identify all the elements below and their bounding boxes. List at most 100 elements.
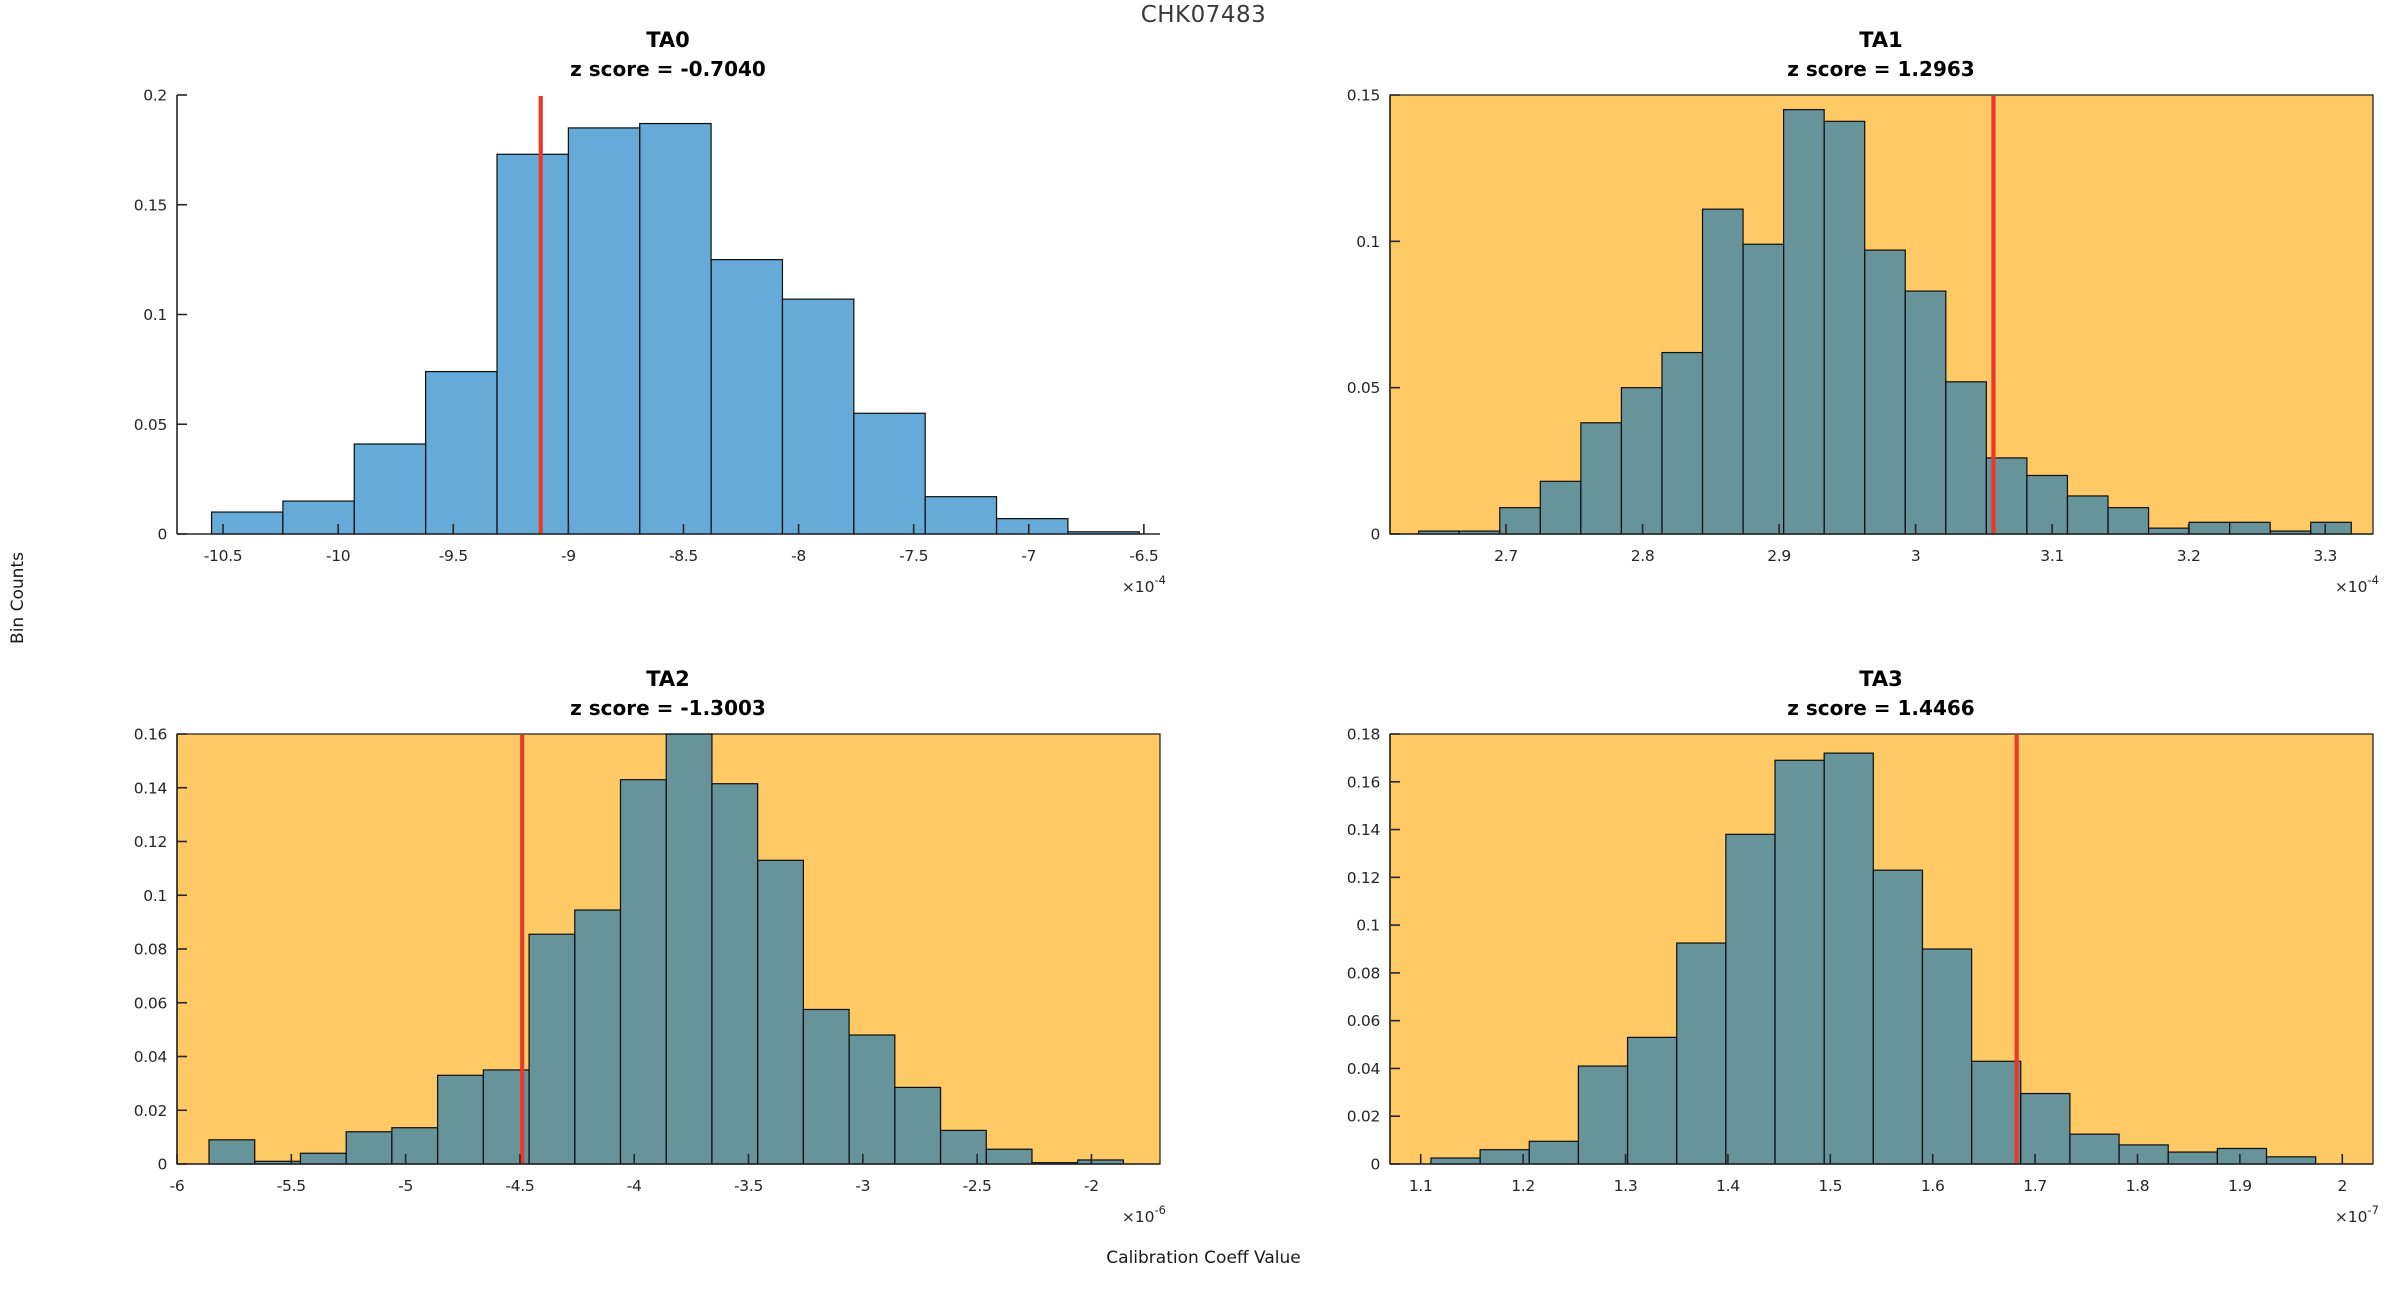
histogram-bar bbox=[894, 1086, 942, 1165]
x-tick-label: 3.2 bbox=[2177, 547, 2201, 565]
y-tick-label: 0.1 bbox=[143, 306, 167, 324]
histogram-bar bbox=[1676, 942, 1727, 1165]
subplot-title-ta2: TA2 z score = -1.3003 bbox=[368, 665, 968, 723]
y-tick-label: 0.06 bbox=[134, 994, 167, 1012]
histogram-bar bbox=[711, 783, 759, 1165]
x-tick-label: 2.9 bbox=[1767, 547, 1791, 565]
histogram-bar bbox=[1626, 1036, 1678, 1165]
histogram-bar bbox=[210, 511, 284, 535]
histogram-bar bbox=[1823, 752, 1874, 1165]
histogram-bar bbox=[2026, 474, 2069, 535]
y-tick-label: 0.08 bbox=[134, 941, 167, 959]
y-tick-label: 0.1 bbox=[143, 887, 167, 905]
histogram-bar bbox=[665, 733, 713, 1165]
x-tick-label: -10 bbox=[326, 547, 350, 565]
histogram-bar bbox=[437, 1074, 484, 1165]
histogram-bar bbox=[574, 909, 622, 1165]
histogram-bar bbox=[1577, 1065, 1629, 1165]
histogram-bar bbox=[2147, 527, 2190, 535]
x-tick-label: 1.9 bbox=[2228, 1177, 2252, 1195]
axis-exponent-label: ×10-6 bbox=[1122, 1203, 1166, 1226]
histogram-bar bbox=[995, 518, 1069, 535]
subplot-ta3-zscore: z score = 1.4466 bbox=[1787, 696, 1975, 720]
subplot-title-ta3: TA3 z score = 1.4466 bbox=[1581, 665, 2181, 723]
y-tick-label: 0.02 bbox=[1347, 1108, 1380, 1126]
subplot-ta0: -10.5 -10 -9.5 -9 -8.5 -8 -7.5 -7 -6.5 0 0.05 0.1 0.… bbox=[134, 87, 1166, 597]
x-tick-label: -9.5 bbox=[439, 547, 468, 565]
histogram-bar bbox=[353, 443, 427, 535]
x-tick-label: 3.3 bbox=[2313, 547, 2337, 565]
y-tick-label: 0.16 bbox=[134, 726, 167, 744]
histogram-bar bbox=[1774, 759, 1825, 1165]
axis-exponent-superscript: -4 bbox=[1155, 573, 1166, 587]
shared-xlabel: Calibration Coeff Value bbox=[1106, 1248, 1301, 1268]
x-tick-label: -6 bbox=[170, 1177, 185, 1195]
subplot-ta3: 1.1 1.2 1.3 1.4 1.5 1.6 1.7 1.8 1.9 2 0 0.02 0.04 0.0… bbox=[1347, 726, 2379, 1227]
histogram-bar bbox=[1701, 208, 1744, 535]
y-tick-label: 0.04 bbox=[1347, 1060, 1380, 1078]
histogram-bar bbox=[1904, 290, 1947, 535]
x-tick-label: -4.5 bbox=[505, 1177, 534, 1195]
histogram-bar bbox=[939, 1129, 987, 1165]
histogram-bar bbox=[1921, 948, 1973, 1165]
histogram-bar bbox=[802, 1008, 850, 1165]
histogram-bar bbox=[2265, 1156, 2317, 1165]
subplot-ta2-zscore: z score = -1.3003 bbox=[570, 696, 766, 720]
figure-title: CHK07483 bbox=[1140, 2, 1267, 28]
subplot-ta2-name: TA2 bbox=[646, 667, 690, 691]
x-tick-label: 2 bbox=[2338, 1177, 2348, 1195]
y-tick-label: 0 bbox=[1370, 1156, 1380, 1174]
x-tick-label: -6.5 bbox=[1129, 547, 1158, 565]
y-tick-label: 0.15 bbox=[134, 196, 167, 214]
histogram-bar bbox=[924, 496, 998, 535]
x-tick-label: 1.4 bbox=[1716, 1177, 1740, 1195]
histogram-bar bbox=[1580, 422, 1623, 535]
histogram-bar bbox=[2229, 521, 2271, 535]
y-tick-label: 0.04 bbox=[134, 1048, 167, 1066]
axis-exponent-label: ×10-4 bbox=[1122, 573, 1166, 596]
x-tick-label: 2.8 bbox=[1631, 547, 1655, 565]
y-tick-label: 0.05 bbox=[134, 416, 167, 434]
x-tick-label: 1.1 bbox=[1409, 1177, 1433, 1195]
x-tick-label: -7 bbox=[1021, 547, 1036, 565]
x-tick-label: 1.7 bbox=[2023, 1177, 2047, 1195]
histogram-bar bbox=[391, 1127, 439, 1165]
x-tick-label: -5 bbox=[398, 1177, 413, 1195]
subplot-ta1-zscore: z score = 1.2963 bbox=[1787, 57, 1975, 81]
y-tick-label: 0.1 bbox=[1356, 917, 1380, 935]
histogram-bar bbox=[710, 259, 784, 535]
histogram-bar bbox=[619, 779, 667, 1165]
axis-exponent-superscript: -7 bbox=[2368, 1203, 2379, 1217]
histogram-bar bbox=[528, 933, 576, 1165]
y-tick-label: 0.12 bbox=[1347, 869, 1380, 887]
x-tick-label: -8 bbox=[791, 547, 806, 565]
x-tick-label: 2.7 bbox=[1494, 547, 1518, 565]
x-tick-label: 1.3 bbox=[1614, 1177, 1638, 1195]
histogram-bar bbox=[299, 1152, 347, 1165]
subplot-ta0-name: TA0 bbox=[646, 28, 690, 52]
histogram-bar bbox=[1872, 869, 1924, 1165]
x-tick-label: -4 bbox=[627, 1177, 642, 1195]
histogram-bar bbox=[2167, 1151, 2218, 1165]
y-tick-label: 0.14 bbox=[1347, 821, 1380, 839]
x-tick-label: -7.5 bbox=[899, 547, 928, 565]
histogram-bar bbox=[757, 859, 804, 1165]
y-tick-label: 0.16 bbox=[1347, 773, 1380, 791]
histogram-bar bbox=[781, 298, 855, 535]
x-tick-label: 1.8 bbox=[2126, 1177, 2150, 1195]
x-tick-label: -10.5 bbox=[204, 547, 243, 565]
x-tick-label: 1.6 bbox=[1921, 1177, 1945, 1195]
x-tick-label: 3.1 bbox=[2040, 547, 2064, 565]
x-tick-label: -8.5 bbox=[669, 547, 698, 565]
histogram-bar bbox=[282, 500, 355, 535]
subplot-ta1-name: TA1 bbox=[1859, 28, 1903, 52]
x-tick-label: -5.5 bbox=[277, 1177, 306, 1195]
histogram-bar bbox=[1430, 1157, 1481, 1165]
histogram-bar bbox=[425, 370, 498, 535]
subplot-ta1: 2.7 2.8 2.9 3 3.1 3.2 3.3 0 0.05 0.1 0.15 ×10-4 bbox=[1347, 87, 2379, 597]
axis-exponent-label: ×10-4 bbox=[2335, 573, 2379, 596]
histogram-bar bbox=[853, 412, 926, 535]
x-tick-label: 1.2 bbox=[1511, 1177, 1535, 1195]
y-tick-label: 0.1 bbox=[1356, 233, 1380, 251]
